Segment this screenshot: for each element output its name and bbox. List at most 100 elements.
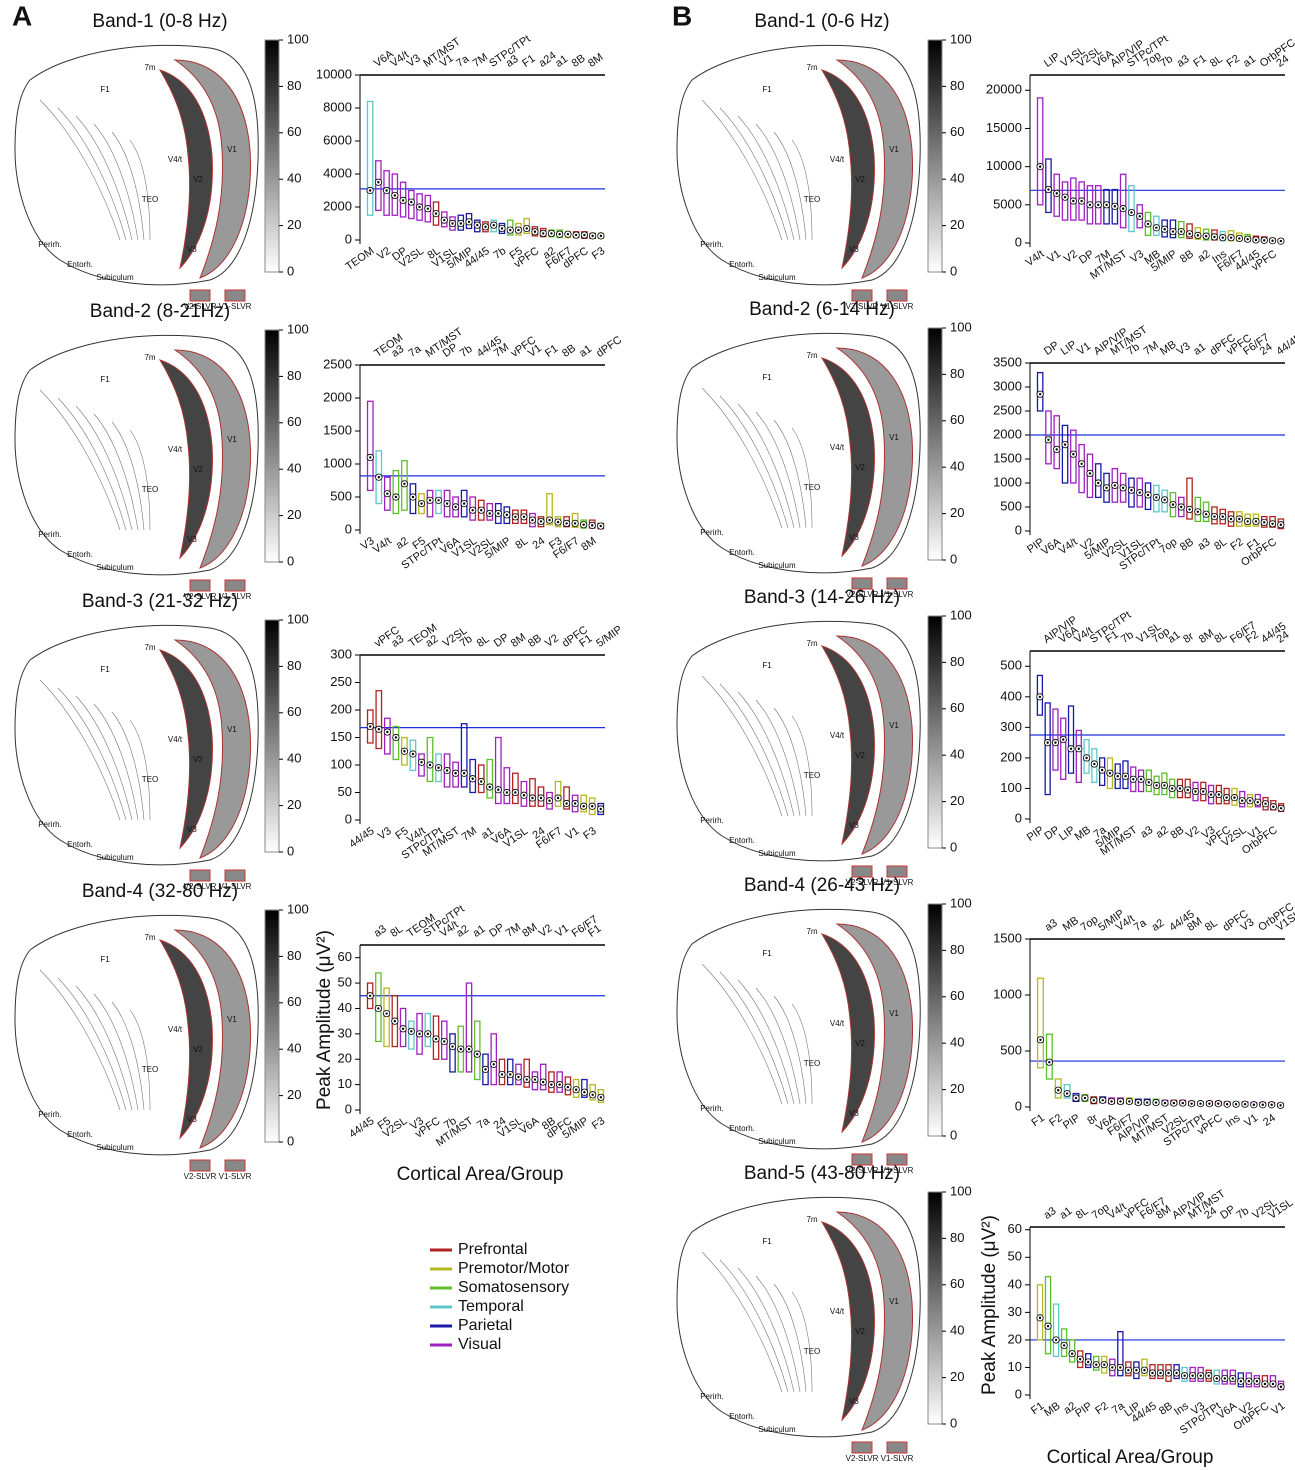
map-label: TEO	[804, 1059, 820, 1068]
median-dot	[590, 805, 594, 808]
slvr-swatch	[189, 289, 211, 302]
median-dot	[1188, 508, 1191, 511]
legend-label: Temporal	[458, 1298, 524, 1315]
median-dot	[1110, 1100, 1113, 1103]
band-title: Band-1 (0-6 Hz)	[754, 11, 889, 32]
y-tick-label: 400	[1000, 688, 1022, 703]
area-boundary	[111, 131, 145, 241]
median-dot	[1209, 793, 1213, 796]
colorbar-tick-label: 80	[950, 654, 964, 669]
box	[1117, 1331, 1124, 1377]
category-label: 24	[1202, 1205, 1219, 1222]
median-dot	[1217, 793, 1221, 796]
median-dot	[1271, 239, 1274, 242]
median-dot	[531, 796, 534, 800]
map-label: F1	[762, 661, 772, 670]
median-dot	[403, 482, 406, 485]
map-label: Subiculum	[758, 1137, 796, 1146]
map-label: 7m	[806, 1215, 817, 1224]
category-label: 8B	[1178, 248, 1196, 266]
colorbar-tick-label: 60	[287, 414, 301, 429]
map-label: V1	[889, 1009, 899, 1018]
box	[1044, 702, 1051, 796]
box	[375, 160, 382, 211]
median-dot	[1063, 195, 1067, 199]
y-tick-label: 15000	[986, 120, 1022, 135]
median-dot	[1180, 505, 1183, 509]
median-dot	[582, 523, 585, 526]
median-dot	[1083, 1096, 1087, 1100]
y-tick-label: 30	[1008, 1304, 1022, 1319]
area-boundary	[737, 115, 795, 241]
median-dot	[1128, 1100, 1131, 1103]
colorbar-tick-label: 0	[950, 551, 957, 566]
median-dot	[426, 1032, 430, 1036]
colorbar-tick-label: 40	[950, 1323, 964, 1338]
median-dot	[368, 994, 372, 997]
colorbar-tick-label: 100	[950, 607, 972, 622]
map-label: Perirh.	[700, 528, 724, 537]
v2-region	[158, 939, 213, 1140]
median-dot	[1238, 517, 1241, 521]
y-tick-label: 1500	[993, 450, 1022, 465]
y-axis-title: Peak Amplitude (μV²)	[979, 1215, 1000, 1395]
colorbar-tick-label: 60	[287, 994, 301, 1009]
map-label: V3	[187, 825, 197, 834]
category-label: 24	[530, 535, 547, 552]
colorbar-tick-label: 80	[287, 368, 301, 383]
median-dot	[1048, 1061, 1051, 1064]
box	[1078, 443, 1085, 494]
colorbar	[927, 1191, 943, 1425]
map-label: F1	[100, 955, 110, 964]
slvr-label: V1-SLVR	[219, 302, 252, 311]
category-label: a3	[1196, 536, 1213, 553]
colorbar-tick-label: 80	[950, 366, 964, 381]
median-dot	[1279, 523, 1283, 526]
median-dot	[1171, 230, 1175, 233]
median-dot	[1234, 1103, 1238, 1106]
median-dot	[1085, 756, 1088, 760]
legend-label: Somatosensory	[458, 1279, 569, 1296]
slvr-swatch	[886, 289, 908, 302]
category-label: a3	[504, 53, 521, 70]
median-dot	[556, 520, 560, 524]
v1-region	[173, 929, 252, 1149]
median-dot	[1199, 1102, 1202, 1105]
colorbar-tick-label: 0	[950, 263, 957, 278]
median-dot	[1055, 192, 1058, 195]
category-label: a1	[479, 825, 496, 842]
v2-region	[820, 69, 875, 270]
colorbar-tick-label: 20	[950, 1081, 964, 1096]
box	[1036, 1284, 1044, 1341]
median-dot	[1072, 199, 1075, 203]
median-dot	[1038, 393, 1042, 396]
colorbar	[264, 39, 280, 273]
y-tick-label: 0	[1015, 1386, 1022, 1401]
y-tick-label: 10	[1008, 1359, 1022, 1374]
box	[1186, 223, 1193, 240]
median-dot	[1239, 1380, 1243, 1383]
median-dot	[1137, 1101, 1140, 1104]
median-dot	[1038, 165, 1042, 168]
area-boundary	[719, 1259, 789, 1393]
median-dot	[1062, 738, 1065, 741]
y-tick-label: 2000	[323, 389, 352, 404]
slvr-swatch	[886, 577, 908, 590]
median-dot	[1207, 1374, 1210, 1377]
median-dot	[377, 728, 381, 731]
median-dot	[1208, 1102, 1211, 1105]
x-axis-title: Cortical Area/Group	[1047, 1447, 1214, 1468]
category-label: V3	[376, 825, 394, 843]
category-label: 7b	[458, 633, 475, 650]
map-label: V4/t	[830, 155, 845, 164]
median-dot	[1254, 238, 1258, 242]
median-dot	[1238, 237, 1241, 240]
colorbar	[927, 903, 943, 1137]
median-dot	[1108, 771, 1112, 775]
category-label: Ins	[1224, 1112, 1243, 1131]
median-dot	[393, 194, 397, 197]
median-dot	[386, 730, 389, 734]
median-dot	[471, 509, 474, 512]
